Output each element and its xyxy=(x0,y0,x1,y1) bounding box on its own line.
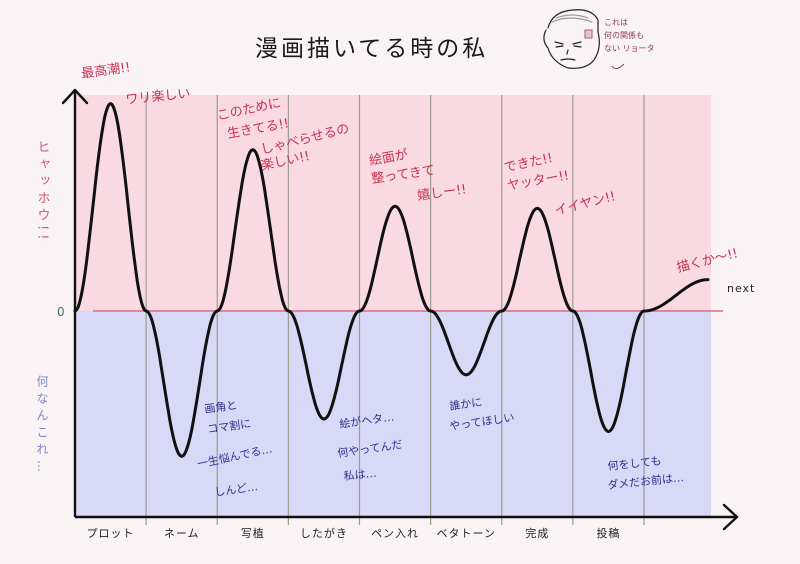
x-tick-labels: プロット ネーム 写植 したがき ペン入れ ベタトーン 完成 投稿 xyxy=(87,526,620,540)
annotation-peak3: 嬉しー!! xyxy=(416,182,467,204)
x-tick-label: ネーム xyxy=(164,527,200,540)
side-label-text: 何なんこれ… xyxy=(35,375,49,477)
x-tick-label: ベタトーン xyxy=(436,527,495,540)
y-axis-arrow-icon xyxy=(61,88,89,105)
doodle-note-line: これは xyxy=(604,18,628,27)
annotation-trough1: 画角と xyxy=(204,399,238,416)
annotation-trough1: コマ割に xyxy=(206,416,252,436)
x-tick-label: 完成 xyxy=(525,526,549,540)
x-tick-label: 写植 xyxy=(241,526,265,540)
x-tick-label: 投稿 xyxy=(596,526,620,540)
mood-curve xyxy=(73,101,710,458)
chart-title: 漫画描いてる時の私 xyxy=(255,36,488,62)
y-negative-label: 何なんこれ… xyxy=(35,375,49,477)
negative-band xyxy=(75,311,711,517)
x-tick-label: プロット xyxy=(87,527,135,540)
annotation-peak3: 絵面が xyxy=(368,147,409,169)
zero-tick-label: 0 xyxy=(57,305,65,319)
annotation-trough1: しんど… xyxy=(214,480,259,499)
doodle-note-line: 何の関係も xyxy=(604,30,644,40)
arrow-icon xyxy=(611,63,625,70)
x-tick-label: ペン入れ xyxy=(371,527,419,540)
face-doodle-icon xyxy=(543,9,600,69)
next-label: next xyxy=(727,282,755,295)
annotation-trough3: 誰かに xyxy=(448,395,483,413)
annotation-peak1: ワリ楽しい xyxy=(125,85,191,108)
side-label-text: ヒャッホウ!! xyxy=(35,140,50,243)
x-axis-arrow-icon xyxy=(722,503,739,531)
positive-band xyxy=(75,95,711,311)
annotation-peak1: 最高潮!! xyxy=(80,59,131,82)
annotation-trough2: 私は… xyxy=(343,467,377,483)
x-tick-label: したがき xyxy=(300,526,348,540)
annotation-trough4: 何をしても xyxy=(607,454,662,473)
y-positive-label: ヒャッホウ!! xyxy=(35,140,50,243)
doodle-note-line: ない リョータ xyxy=(604,44,655,53)
